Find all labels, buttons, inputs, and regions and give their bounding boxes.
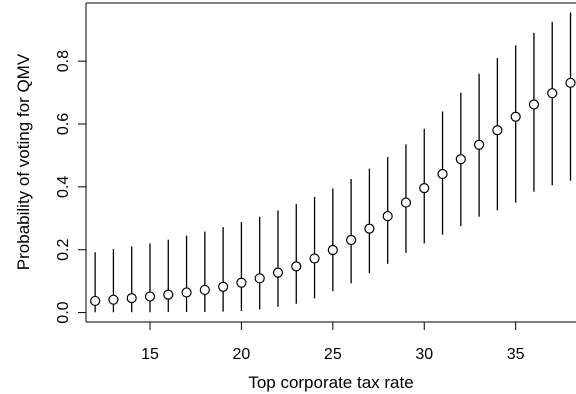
y-tick-label: 0.6	[55, 113, 72, 135]
y-tick-label: 0.8	[55, 50, 72, 72]
data-point	[181, 287, 192, 298]
x-tick-label: 35	[507, 346, 525, 363]
y-axis-label: Probability of voting for QMV	[14, 53, 33, 270]
x-tick-label: 15	[141, 346, 159, 363]
data-point	[400, 197, 412, 208]
data-point	[419, 183, 430, 194]
plot-area	[85, 2, 576, 323]
data-point	[455, 154, 466, 165]
y-axis: 0.0 0.2 0.4 0.6 0.8	[55, 50, 86, 324]
data-point	[144, 291, 156, 302]
data-point	[218, 281, 229, 292]
data-point	[437, 168, 448, 180]
data-point	[492, 125, 503, 136]
x-axis: 15 20 25 30 35	[141, 322, 525, 363]
x-tick-label: 30	[415, 346, 433, 363]
data-marks	[90, 12, 576, 313]
data-point	[90, 295, 101, 307]
x-tick-label: 25	[324, 346, 342, 363]
data-point	[473, 139, 485, 150]
data-point	[547, 88, 558, 99]
y-tick-label: 0.0	[55, 301, 72, 323]
data-point	[236, 277, 247, 288]
data-point	[346, 234, 357, 246]
data-point	[528, 99, 540, 110]
data-point	[291, 261, 302, 272]
data-point	[272, 267, 284, 278]
data-point	[254, 273, 265, 284]
data-point	[108, 294, 119, 305]
x-tick-label: 20	[233, 346, 251, 363]
data-point	[309, 253, 320, 264]
data-point	[364, 223, 375, 234]
data-point	[327, 244, 338, 256]
x-axis-label: Top corporate tax rate	[248, 373, 413, 392]
data-point	[163, 289, 174, 300]
y-tick-label: 0.4	[55, 176, 72, 198]
y-tick-label: 0.2	[55, 238, 72, 260]
data-point	[382, 210, 393, 222]
data-point	[126, 293, 137, 304]
data-point	[565, 77, 576, 88]
data-point	[510, 111, 521, 122]
data-point	[199, 284, 210, 296]
